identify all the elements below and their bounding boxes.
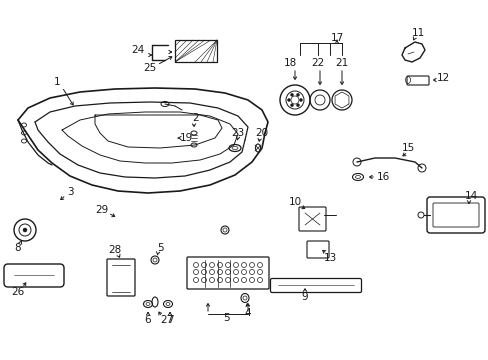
Text: 10: 10 [288,197,301,207]
Text: 11: 11 [410,28,424,38]
Text: 22: 22 [311,58,324,68]
Text: 15: 15 [401,143,414,153]
Text: 29: 29 [95,205,108,215]
Text: 14: 14 [464,191,477,201]
Text: 23: 23 [231,128,244,138]
Text: 27: 27 [160,315,173,325]
Text: 5: 5 [222,313,229,323]
Text: 9: 9 [301,292,307,302]
Circle shape [299,99,302,102]
Text: 6: 6 [144,315,151,325]
Circle shape [296,104,299,107]
Text: 16: 16 [376,172,389,182]
Text: 4: 4 [244,308,251,318]
Text: 25: 25 [143,63,156,73]
Text: 3: 3 [66,187,73,197]
Text: 7: 7 [166,315,173,325]
Text: 19: 19 [179,133,192,143]
Text: 28: 28 [108,245,122,255]
Text: 2: 2 [192,113,199,123]
Circle shape [296,93,299,96]
Text: 17: 17 [330,33,343,43]
Text: 18: 18 [283,58,296,68]
Text: 1: 1 [54,77,60,87]
Text: 26: 26 [11,287,24,297]
Text: 20: 20 [255,128,268,138]
Circle shape [287,99,290,102]
Text: 8: 8 [15,243,21,253]
Text: 12: 12 [435,73,448,83]
Circle shape [23,228,27,232]
Text: 13: 13 [323,253,336,263]
Text: 24: 24 [131,45,144,55]
Circle shape [290,104,293,107]
Text: 21: 21 [335,58,348,68]
Text: 5: 5 [156,243,163,253]
Circle shape [290,93,293,96]
